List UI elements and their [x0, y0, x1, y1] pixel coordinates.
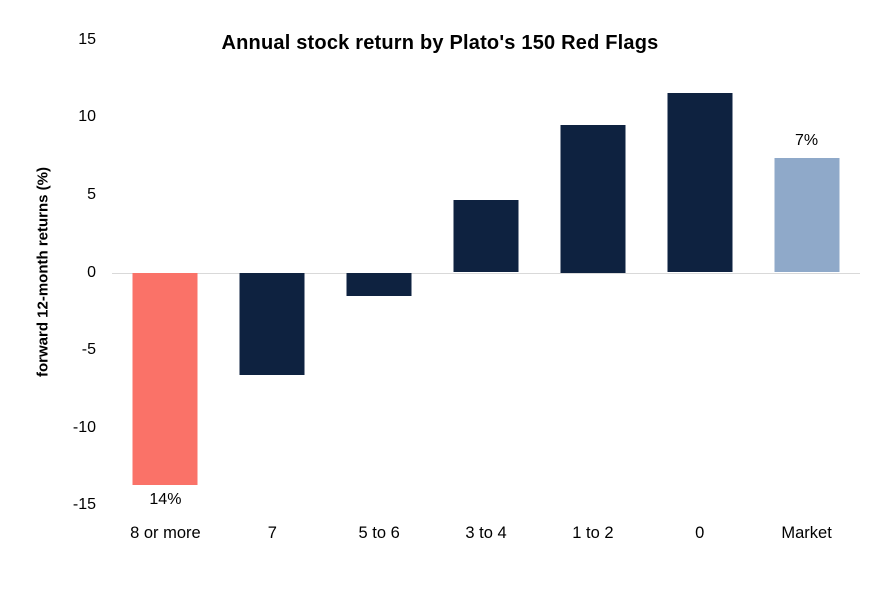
bar-column	[539, 40, 646, 505]
x-tick-label: 7	[267, 524, 277, 542]
y-tick-label: 10	[78, 108, 96, 126]
plot-area: 14% 7%	[112, 40, 860, 508]
y-tick-label: 5	[87, 185, 96, 203]
data-label: 7%	[795, 131, 819, 149]
bar-column	[646, 40, 753, 505]
x-tick-label: Market	[781, 524, 832, 542]
chart-title: Annual stock return by Plato's 150 Red F…	[221, 32, 659, 54]
bar-column	[219, 40, 326, 505]
bar-8-or-more	[132, 272, 198, 485]
y-tick-label: 15	[78, 31, 96, 48]
bar-series: 14% 7%	[112, 40, 860, 508]
x-tick-label: 0	[695, 524, 705, 542]
y-tick-label: 0	[87, 263, 96, 281]
x-tick-label: 5 to 6	[358, 524, 400, 542]
x-tick-label: 1 to 2	[572, 524, 614, 542]
y-tick-label: -15	[72, 496, 96, 513]
x-tick-label: 8 or more	[130, 524, 201, 542]
bar-5-to-6	[346, 272, 412, 296]
bar-0	[667, 92, 733, 273]
bar-1-to-2	[560, 125, 626, 273]
y-axis-tick-labels: 15 10 5 0 -5 -10 -15	[0, 31, 96, 513]
x-axis-tick-labels: 8 or more 7 5 to 6 3 to 4 1 to 2 0 Market	[112, 515, 860, 551]
y-tick-label: -10	[72, 418, 96, 436]
y-tick-label: -5	[81, 340, 96, 358]
bar-market	[774, 157, 840, 273]
bar-column: 14%	[112, 40, 219, 508]
bar-column: 7%	[753, 40, 860, 505]
data-label: 14%	[149, 490, 182, 508]
bar-3-to-4	[453, 199, 519, 273]
bar-7	[239, 272, 305, 375]
x-tick-label: 3 to 4	[465, 524, 507, 542]
zero-baseline	[112, 272, 860, 274]
bar-column	[433, 40, 540, 505]
bar-column	[326, 40, 433, 505]
